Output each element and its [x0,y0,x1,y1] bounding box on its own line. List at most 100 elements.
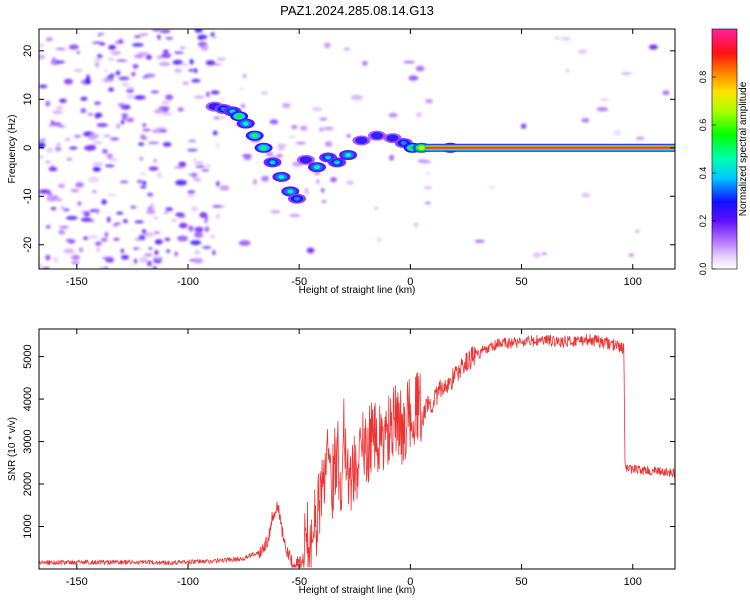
y-tick-label: 20 [22,45,34,57]
spectral-speckle [65,216,78,220]
spectral-speckle [219,185,230,191]
spectral-speckle [216,213,220,220]
spectral-speckle [39,263,43,269]
spectral-speckle [95,61,99,68]
spectral-speckle [212,250,216,256]
spectral-speckle [119,180,129,184]
spectral-speckle [216,57,226,62]
y-tick-label: 0 [22,145,34,151]
snr-x-ticks: -150 -100 -50 0 50 100 [66,329,642,588]
x-tick-label: 50 [515,276,527,288]
spectral-speckle [281,102,291,109]
spectral-speckle [200,45,209,51]
spectral-speckle [565,69,570,72]
spectral-speckle [187,190,196,194]
spectral-speckle [187,173,200,176]
spectral-speckle [137,51,149,56]
spectral-speckle [212,130,218,136]
y-tick-label: 4000 [22,387,34,411]
spectral-speckle [148,166,159,171]
spectral-speckle [59,98,67,103]
spectral-speckle [265,151,274,157]
spectral-speckle [146,209,156,215]
spectral-speckle [77,201,82,206]
spectral-speckle [45,254,51,261]
spectral-speckle [318,127,325,132]
spectral-speckle [194,161,204,164]
spectral-speckle [261,175,270,182]
spectral-speckle [74,135,82,138]
spectral-speckle [108,87,114,92]
x-tick-label: 0 [407,276,413,288]
y-tick-label: -20 [22,237,34,253]
spectral-speckle [58,125,66,128]
spectral-speckle [62,208,70,212]
spectral-speckle [163,112,173,116]
spectral-speckle [153,259,162,264]
spectral-speckle [173,166,185,169]
spectral-speckle [174,251,179,257]
colorbar: 0.0 0.2 0.4 0.6 0.8 Normalized spectral ampl… [698,28,749,275]
spectral-speckle [94,112,103,118]
spectral-speckle [154,250,159,256]
spectral-speckle [408,75,419,81]
spectral-speckle [193,178,202,182]
colorbar-ticks: 0.0 0.2 0.4 0.6 0.8 [698,71,716,275]
spectral-speckle [180,62,189,67]
spectral-speckle [152,216,159,220]
spectral-speckle [150,90,160,94]
spectrogram-frame [38,28,676,270]
spectral-speckle [133,258,138,264]
spectral-speckle [204,226,210,233]
spectral-speckle [205,60,216,66]
spectral-speckle [291,125,298,129]
spectral-speckle [52,257,59,263]
ridge-core [313,165,320,170]
spectral-speckle [276,153,283,158]
spectral-speckle [187,193,195,198]
spectral-speckle [421,160,432,164]
spectral-speckle [313,172,321,175]
spectral-speckle [95,241,102,247]
ridge-core [333,160,340,165]
spectral-speckle [134,238,143,241]
spectrogram-y-axis-label: Frequency (Hz) [7,115,18,184]
spectral-speckle [102,256,114,260]
spectral-speckle [97,54,103,59]
spectral-speckle [174,51,184,54]
y-tick-label: 3000 [22,429,34,453]
spectral-speckle [89,133,100,139]
spectral-speckle [161,52,172,59]
colorbar-tick-label: 0.2 [698,215,708,228]
spectral-speckle [50,122,62,127]
spectral-speckle [142,180,147,186]
spectral-speckle [118,76,130,81]
spectral-speckle [153,158,158,163]
spectral-speckle [238,240,251,246]
spectral-speckle [157,110,166,115]
spectral-speckle [165,36,174,40]
spectral-speckle [65,137,71,142]
spectral-speckle [194,226,204,233]
spectrogram-x-ticks: -150 -100 -50 0 50 100 [66,29,642,288]
spectral-speckle [126,117,134,123]
spectral-speckle [147,192,154,197]
spectral-speckle [87,235,100,239]
ridge-core [418,145,425,150]
spectral-speckle [39,155,44,159]
spectral-speckle [151,29,162,32]
spectral-speckle [52,110,63,115]
spectral-speckle [139,156,144,162]
spectral-speckle [171,218,178,222]
colorbar-tick-label: 0.6 [698,119,708,132]
spectral-speckle [376,237,382,243]
spectral-speckle [242,74,247,78]
spectral-speckle [189,259,196,262]
spectral-speckle [55,60,66,64]
spectral-speckle [577,49,588,54]
spectral-speckle [84,145,96,151]
spectral-speckle [161,100,170,105]
spectral-speckle [113,237,120,241]
spectral-speckle [561,36,571,41]
spectral-speckle [65,238,73,242]
